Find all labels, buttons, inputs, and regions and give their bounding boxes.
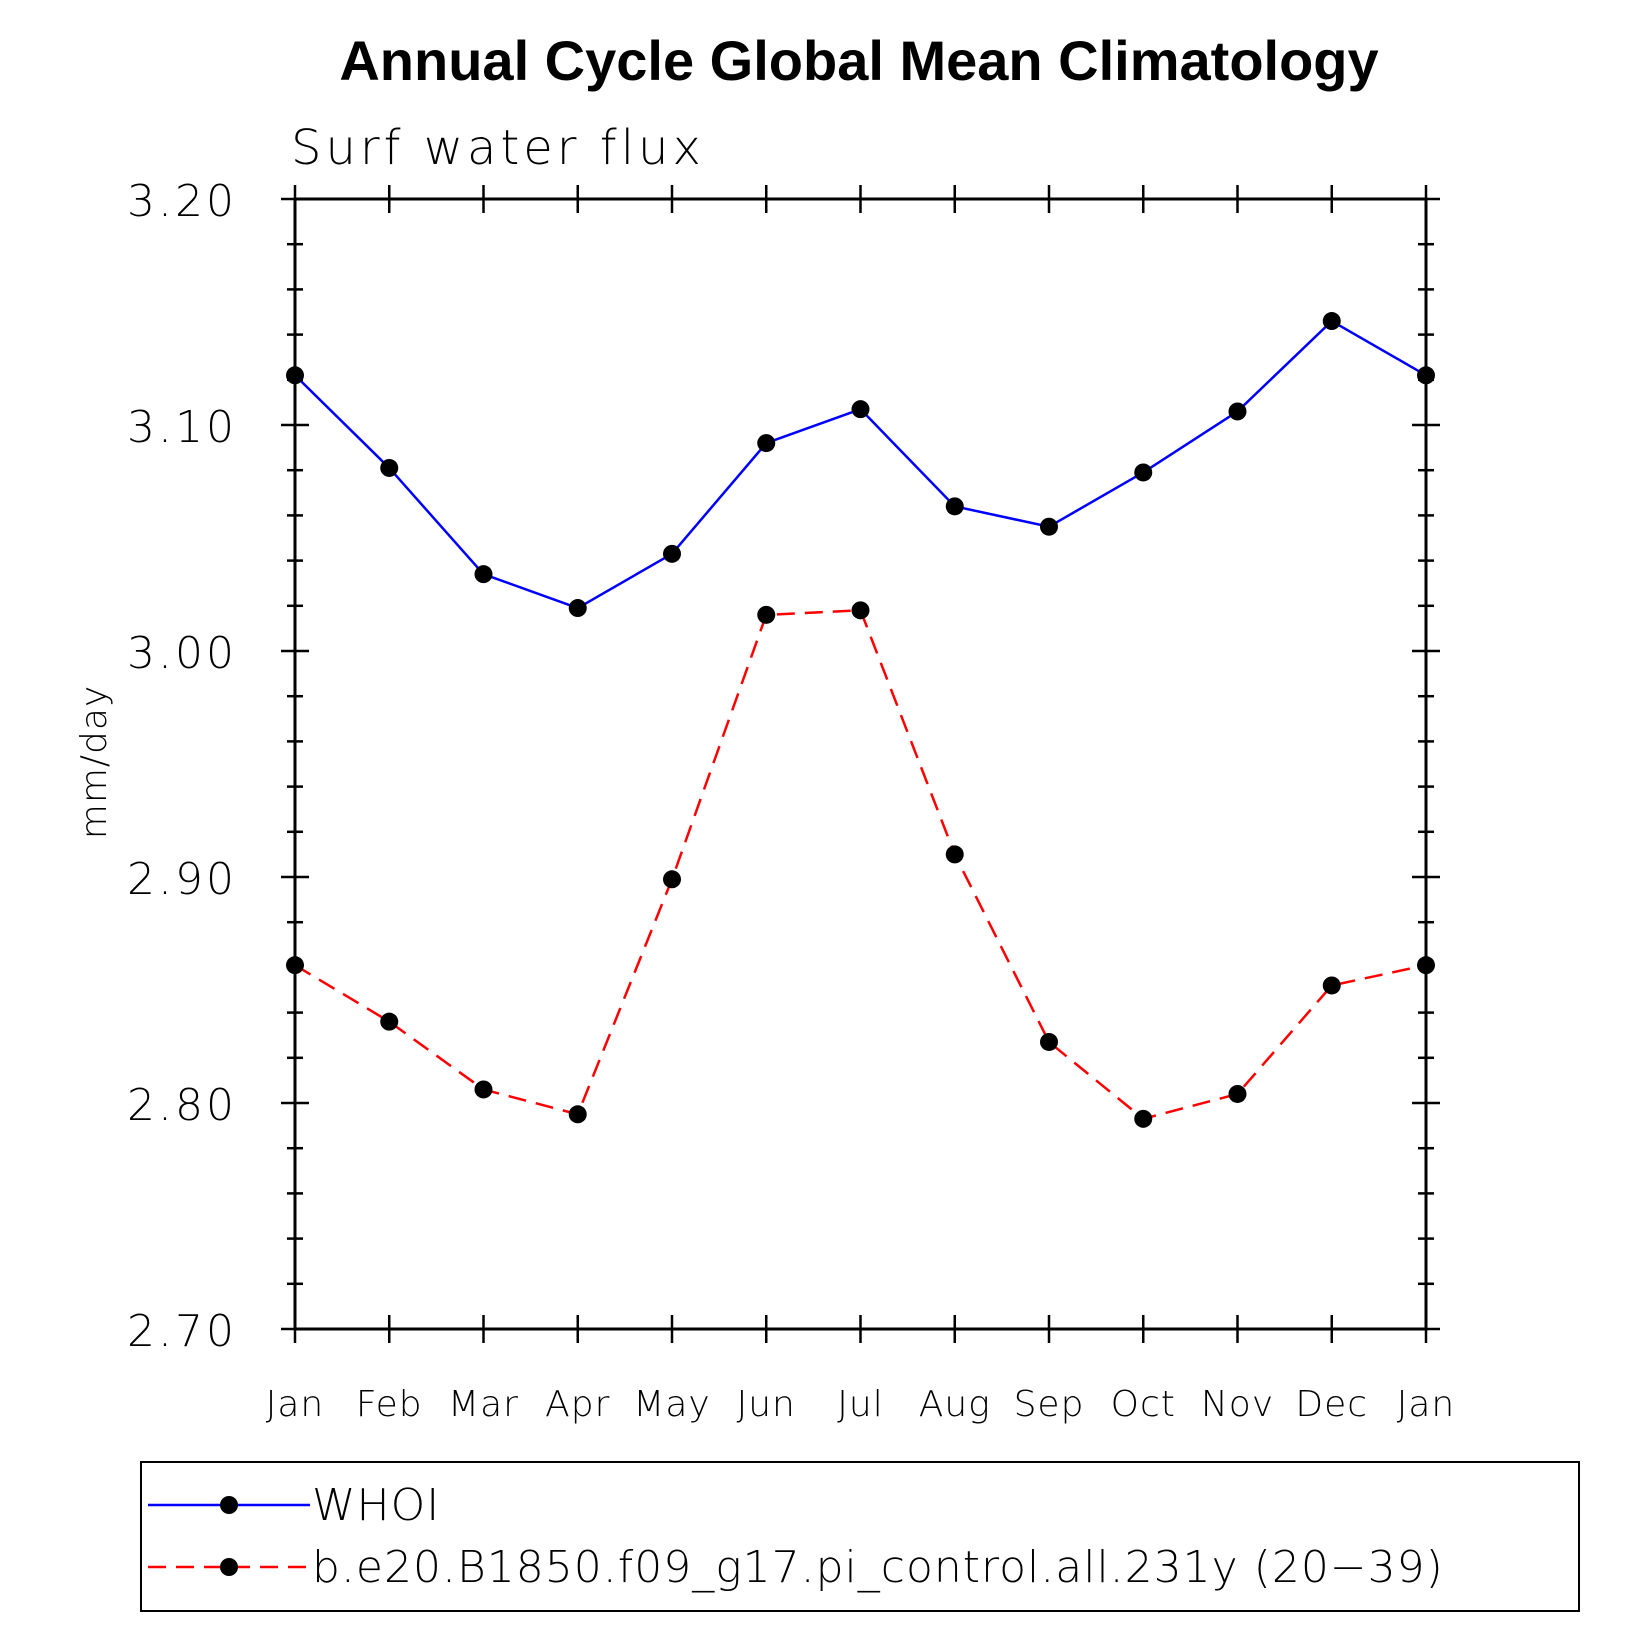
y-tick-labels: 2.70 2.80 2.90 3.00 3.10 3.20 xyxy=(127,176,237,1357)
series-1-point xyxy=(1040,1032,1058,1051)
series-0-point xyxy=(380,458,399,477)
x-tick-label: Mar xyxy=(448,1384,519,1425)
series-1-point xyxy=(380,1012,399,1031)
x-tick-label: Feb xyxy=(356,1384,423,1425)
series-0-point xyxy=(474,565,493,584)
x-tick-label: Nov xyxy=(1201,1384,1274,1425)
x-tick-label: May xyxy=(633,1384,710,1425)
series-line-1 xyxy=(294,609,1427,1121)
x-tick-label: Apr xyxy=(545,1384,610,1425)
series-1-point xyxy=(568,1105,587,1124)
x-tick-label: Sep xyxy=(1014,1384,1085,1425)
series-markers xyxy=(286,312,1435,1128)
x-tick-label: Jul xyxy=(837,1384,883,1425)
x-tick-label: Jun xyxy=(737,1384,796,1425)
series-1-point xyxy=(474,1080,493,1099)
series-lines xyxy=(294,319,1427,1121)
series-1-point xyxy=(851,601,870,620)
series-1-point xyxy=(1134,1109,1153,1128)
series-0-point xyxy=(1228,402,1247,421)
y-tick-label: 2.70 xyxy=(127,1306,237,1357)
y-axis-label: mm/day xyxy=(74,685,115,839)
axis-ticks xyxy=(281,185,1440,1343)
x-tick-label: Aug xyxy=(919,1384,991,1425)
series-0-point xyxy=(1040,517,1058,536)
series-0-point xyxy=(568,599,587,618)
series-0-point xyxy=(945,497,964,516)
legend-marker-whoi xyxy=(220,1496,238,1514)
legend-box xyxy=(140,1461,1580,1612)
series-1-point xyxy=(663,870,681,889)
x-tick-label: Oct xyxy=(1111,1384,1176,1425)
series-1-point xyxy=(945,845,964,864)
legend: WHOI b.e20.B1850.f09_g17.pi_control.all.… xyxy=(140,1461,1580,1612)
series-0-point xyxy=(663,544,681,563)
plot-frame xyxy=(293,197,1428,1331)
series-0-point xyxy=(851,400,870,419)
chart-subtitle: Surf water flux xyxy=(291,120,705,176)
y-tick-label: 2.90 xyxy=(127,854,237,905)
legend-label-whoi: WHOI xyxy=(312,1480,440,1531)
y-tick-label: 2.80 xyxy=(127,1080,237,1131)
x-tick-label: Jan xyxy=(266,1384,325,1425)
series-1-point xyxy=(757,605,776,624)
x-tick-labels: Jan Feb Mar Apr May Jun Jul Aug Sep Oct Nov Dec Jan xyxy=(266,1384,1456,1425)
y-tick-label: 3.00 xyxy=(127,628,237,679)
legend-label-model: b.e20.B1850.f09_g17.pi_control.all.231y … xyxy=(312,1542,1444,1593)
y-tick-label: 3.20 xyxy=(127,176,237,227)
series-0-point xyxy=(1134,463,1153,482)
chart-title: Annual Cycle Global Mean Climatology xyxy=(339,29,1378,92)
series-1-point xyxy=(1322,976,1341,995)
legend-marker-model xyxy=(220,1558,238,1576)
x-tick-label: Jan xyxy=(1397,1384,1456,1425)
y-tick-label: 3.10 xyxy=(127,402,237,453)
series-0-point xyxy=(1322,312,1341,331)
series-line-0 xyxy=(294,319,1427,610)
series-1-point xyxy=(1228,1084,1247,1103)
x-tick-label: Dec xyxy=(1295,1384,1368,1425)
series-0-point xyxy=(757,434,776,453)
